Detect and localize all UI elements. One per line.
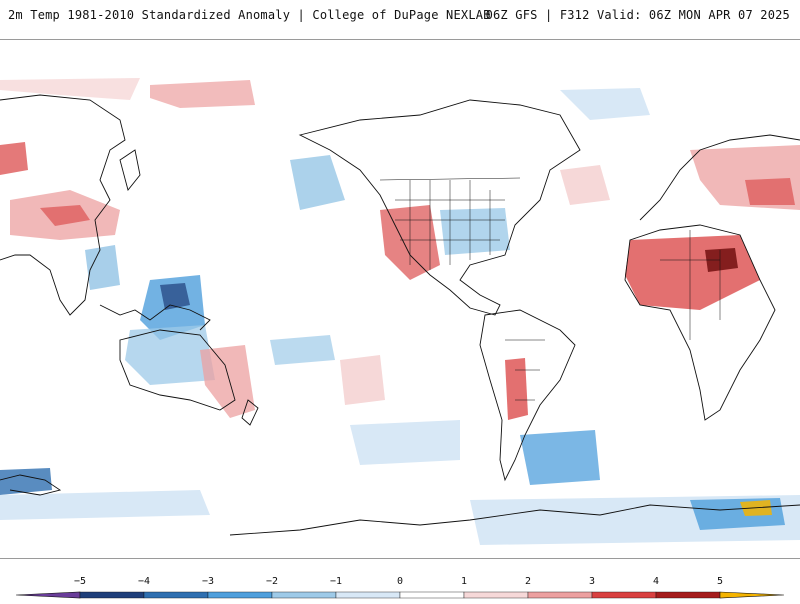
border-us-states-1 [409, 180, 491, 270]
colorbar-tick-label: 4 [653, 576, 659, 587]
colorbar-segment [655, 591, 721, 599]
border-south-america [505, 339, 545, 401]
coast-new-zealand [241, 399, 259, 426]
colorbar-segment [271, 591, 337, 599]
colorbar-tick-label: −4 [138, 576, 150, 587]
anomaly-cool-antarctic-west [0, 490, 210, 520]
anomaly-cold-antarctic-west [0, 468, 52, 495]
colorbar-segment [335, 591, 401, 599]
political-borders [379, 177, 721, 401]
colorbar-segment [79, 591, 145, 599]
colorbar-arrow-min [15, 591, 81, 599]
anomaly-warm-andes [505, 358, 528, 420]
anomaly-cool-indochina [85, 245, 120, 290]
anomaly-map [0, 40, 800, 559]
anomaly-warm-south-pacific [340, 355, 385, 405]
coast-maritime [99, 304, 211, 331]
coastlines [0, 94, 800, 536]
anomaly-warm-north-atlantic [560, 165, 610, 205]
anomaly-cool-central-pacific [270, 335, 335, 365]
coast-north-america [298, 99, 581, 316]
anomaly-cold-maritime-core [160, 283, 190, 310]
colorbar-segment [207, 591, 273, 599]
anomaly-warm-sahara [625, 235, 760, 310]
colorbar-tick-label: 0 [397, 576, 403, 587]
colorbar-tick-label: −5 [74, 576, 86, 587]
anomaly-cool-australia [125, 325, 215, 385]
coast-east-asia [0, 94, 126, 316]
colorbar-segment [463, 591, 529, 599]
coast-australia [119, 329, 236, 411]
anomaly-warm-asia-core [40, 205, 90, 226]
colorbar-tick-label: 1 [461, 576, 467, 587]
border-us-states-2 [395, 199, 505, 241]
colorbar-segment [143, 591, 209, 599]
map-canvas [0, 78, 800, 545]
header-bar: 2m Temp 1981-2010 Standardized Anomaly |… [0, 0, 800, 40]
anomaly-cool-central-us [440, 208, 510, 255]
colorbar-tick-label: 3 [589, 576, 595, 587]
colorbar-svg: −5 −4 −3 −2 −1 0 1 2 3 4 5 [15, 576, 785, 599]
colorbar-tick-label: −2 [266, 576, 278, 587]
coast-antarctica-west [0, 474, 62, 496]
anomaly-warm-east-asia [0, 142, 28, 175]
coast-antarctica [229, 504, 800, 536]
colorbar-segment [591, 591, 657, 599]
anomaly-cool-north-pacific [290, 155, 345, 210]
anomaly-warm-australia-east [200, 345, 255, 418]
colorbar-tick-label: 2 [525, 576, 531, 587]
colorbar-segment [399, 591, 465, 599]
anomaly-warm-arctic-2 [0, 78, 140, 100]
header-divider [0, 39, 800, 40]
colorbar-tick-label: 5 [717, 576, 723, 587]
border-us-canada [379, 177, 521, 181]
colorbar-arrow-max [719, 591, 785, 599]
anomaly-hot-middle-east [705, 248, 738, 272]
coast-japan [119, 149, 141, 191]
anomaly-cool-arctic [560, 88, 650, 120]
colorbar-segment [527, 591, 593, 599]
colorbar-tick-label: −3 [202, 576, 214, 587]
anomaly-warm-arctic [150, 80, 255, 108]
anomaly-cool-south-atlantic [520, 430, 600, 485]
anomaly-cool-south-pacific [350, 420, 460, 465]
border-africa-1 [660, 230, 721, 340]
coast-africa [624, 224, 776, 421]
anomaly-warm-europe-core [745, 178, 795, 205]
coast-europe [639, 134, 800, 221]
map-title: 2m Temp 1981-2010 Standardized Anomaly |… [8, 8, 491, 22]
colorbar-tick-label: −1 [330, 576, 342, 587]
colorbar: −5 −4 −3 −2 −1 0 1 2 3 4 5 [0, 566, 800, 600]
model-run-info: 06Z GFS | F312 Valid: 06Z MON APR 07 202… [485, 8, 790, 22]
coast-south-america [479, 309, 576, 482]
